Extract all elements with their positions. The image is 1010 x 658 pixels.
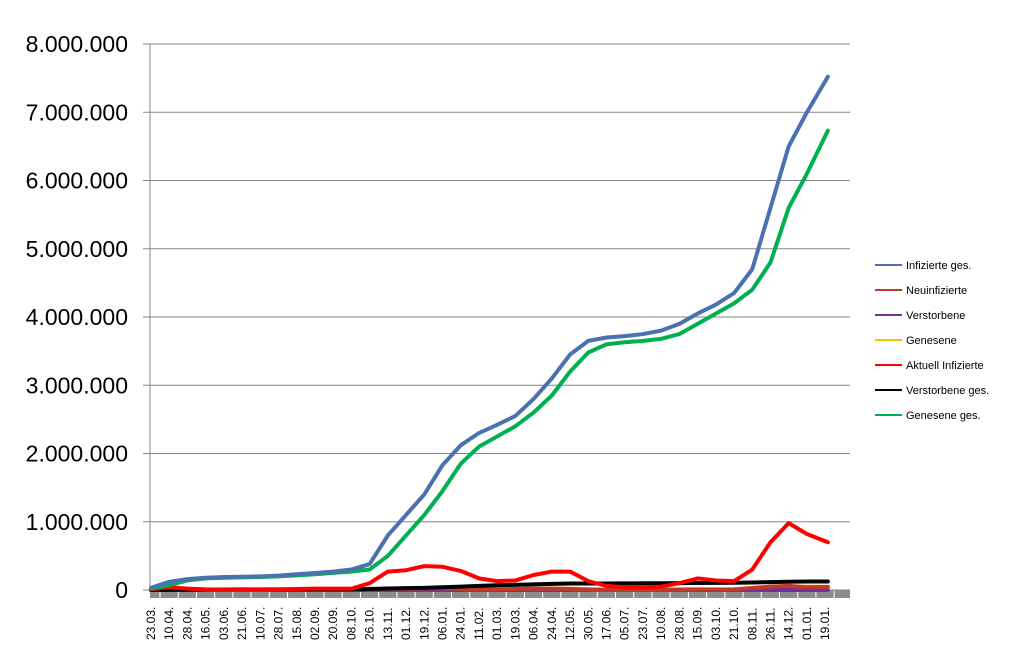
y-tick-label: 5.000.000 [26, 236, 128, 262]
x-tick-label: 23.07. [636, 607, 650, 640]
x-tick-label: 30.05. [581, 607, 595, 640]
x-tick-label: 02.09. [308, 607, 322, 640]
series-lines [149, 74, 830, 592]
x-tick-label: 13.11. [381, 608, 395, 640]
x-tick-label: 21.10. [727, 607, 741, 640]
y-tick-label: 3.000.000 [26, 372, 128, 398]
x-tick-label: 28.04. [180, 607, 194, 640]
x-tick-label: 24.04. [545, 607, 559, 640]
x-tick-label: 03.06. [217, 607, 231, 640]
x-tick-label: 05.07. [618, 607, 632, 640]
y-tick-label: 8.000.000 [26, 31, 128, 57]
x-tick-label: 19.12. [417, 607, 431, 640]
x-tick-label: 21.06. [235, 607, 249, 640]
legend-label: Infizierte ges. [906, 260, 971, 272]
x-tick-label: 20.09. [326, 607, 340, 640]
y-tick-label: 1.000.000 [26, 509, 128, 535]
series-line-genesene-ges [149, 128, 830, 591]
x-tick-label: 12.05. [563, 607, 577, 640]
y-tick-label: 2.000.000 [26, 441, 128, 467]
legend: Infizierte ges. Neuinfizierte Verstorbene G… [875, 260, 989, 422]
x-axis: 23.03. 10.04. 28.04. 16.05. 03.06. 21.06. 10.0… [144, 44, 850, 640]
y-tick-label: 6.000.000 [26, 168, 128, 194]
x-tick-label: 10.07. [253, 607, 267, 640]
x-tick-label: 28.07. [272, 607, 286, 640]
legend-label: Genesene ges. [906, 410, 981, 422]
x-tick-label: 01.01. [800, 607, 814, 640]
x-tick-label: 03.10. [709, 607, 723, 640]
legend-label: Neuinfizierte [906, 285, 967, 297]
legend-label: Aktuell Infizierte [906, 360, 984, 372]
x-tick-label: 15.08. [290, 607, 304, 640]
y-tick-label: 0 [115, 577, 128, 603]
x-tick-label: 08.11. [745, 608, 759, 640]
x-tick-label: 15.09. [691, 607, 705, 640]
y-tick-label: 4.000.000 [26, 304, 128, 330]
x-tick-label: 23.03. [144, 607, 158, 640]
x-tick-label: 19.03. [508, 607, 522, 640]
x-tick-label: 06.04. [527, 607, 541, 640]
y-axis-ticks: 0 1.000.000 2.000.000 3.000.000 4.000.000 5.0… [26, 31, 150, 603]
x-tick-label: 26.11. [763, 608, 777, 640]
x-tick-label: 10.04. [162, 607, 176, 640]
x-tick-label: 01.03. [490, 607, 504, 640]
x-tick-label: 28.08. [672, 607, 686, 640]
gridlines [150, 43, 850, 591]
x-tick-label: 08.10. [344, 607, 358, 640]
x-tick-label: 06.01. [436, 607, 450, 640]
x-tick-label: 01.12. [399, 607, 413, 640]
series-line-aktuell-infizierte [149, 521, 830, 592]
x-tick-label: 14.12. [782, 607, 796, 640]
x-tick-label: 17.06. [600, 607, 614, 640]
legend-label: Verstorbene [906, 310, 965, 322]
legend-label: Verstorbene ges. [906, 385, 989, 397]
x-axis-band [150, 590, 850, 598]
x-tick-label: 26.10. [363, 607, 377, 640]
x-tick-label: 19.01. [818, 607, 832, 640]
x-tick-label: 10.08. [654, 607, 668, 640]
series-line-infizierte-ges [149, 74, 830, 590]
x-tick-label: 11.02. [472, 608, 486, 640]
x-tick-label: 16.05. [199, 607, 213, 640]
x-tick-label: 24.01. [454, 607, 468, 640]
legend-label: Genesene [906, 335, 957, 347]
y-tick-label: 7.000.000 [26, 99, 128, 125]
